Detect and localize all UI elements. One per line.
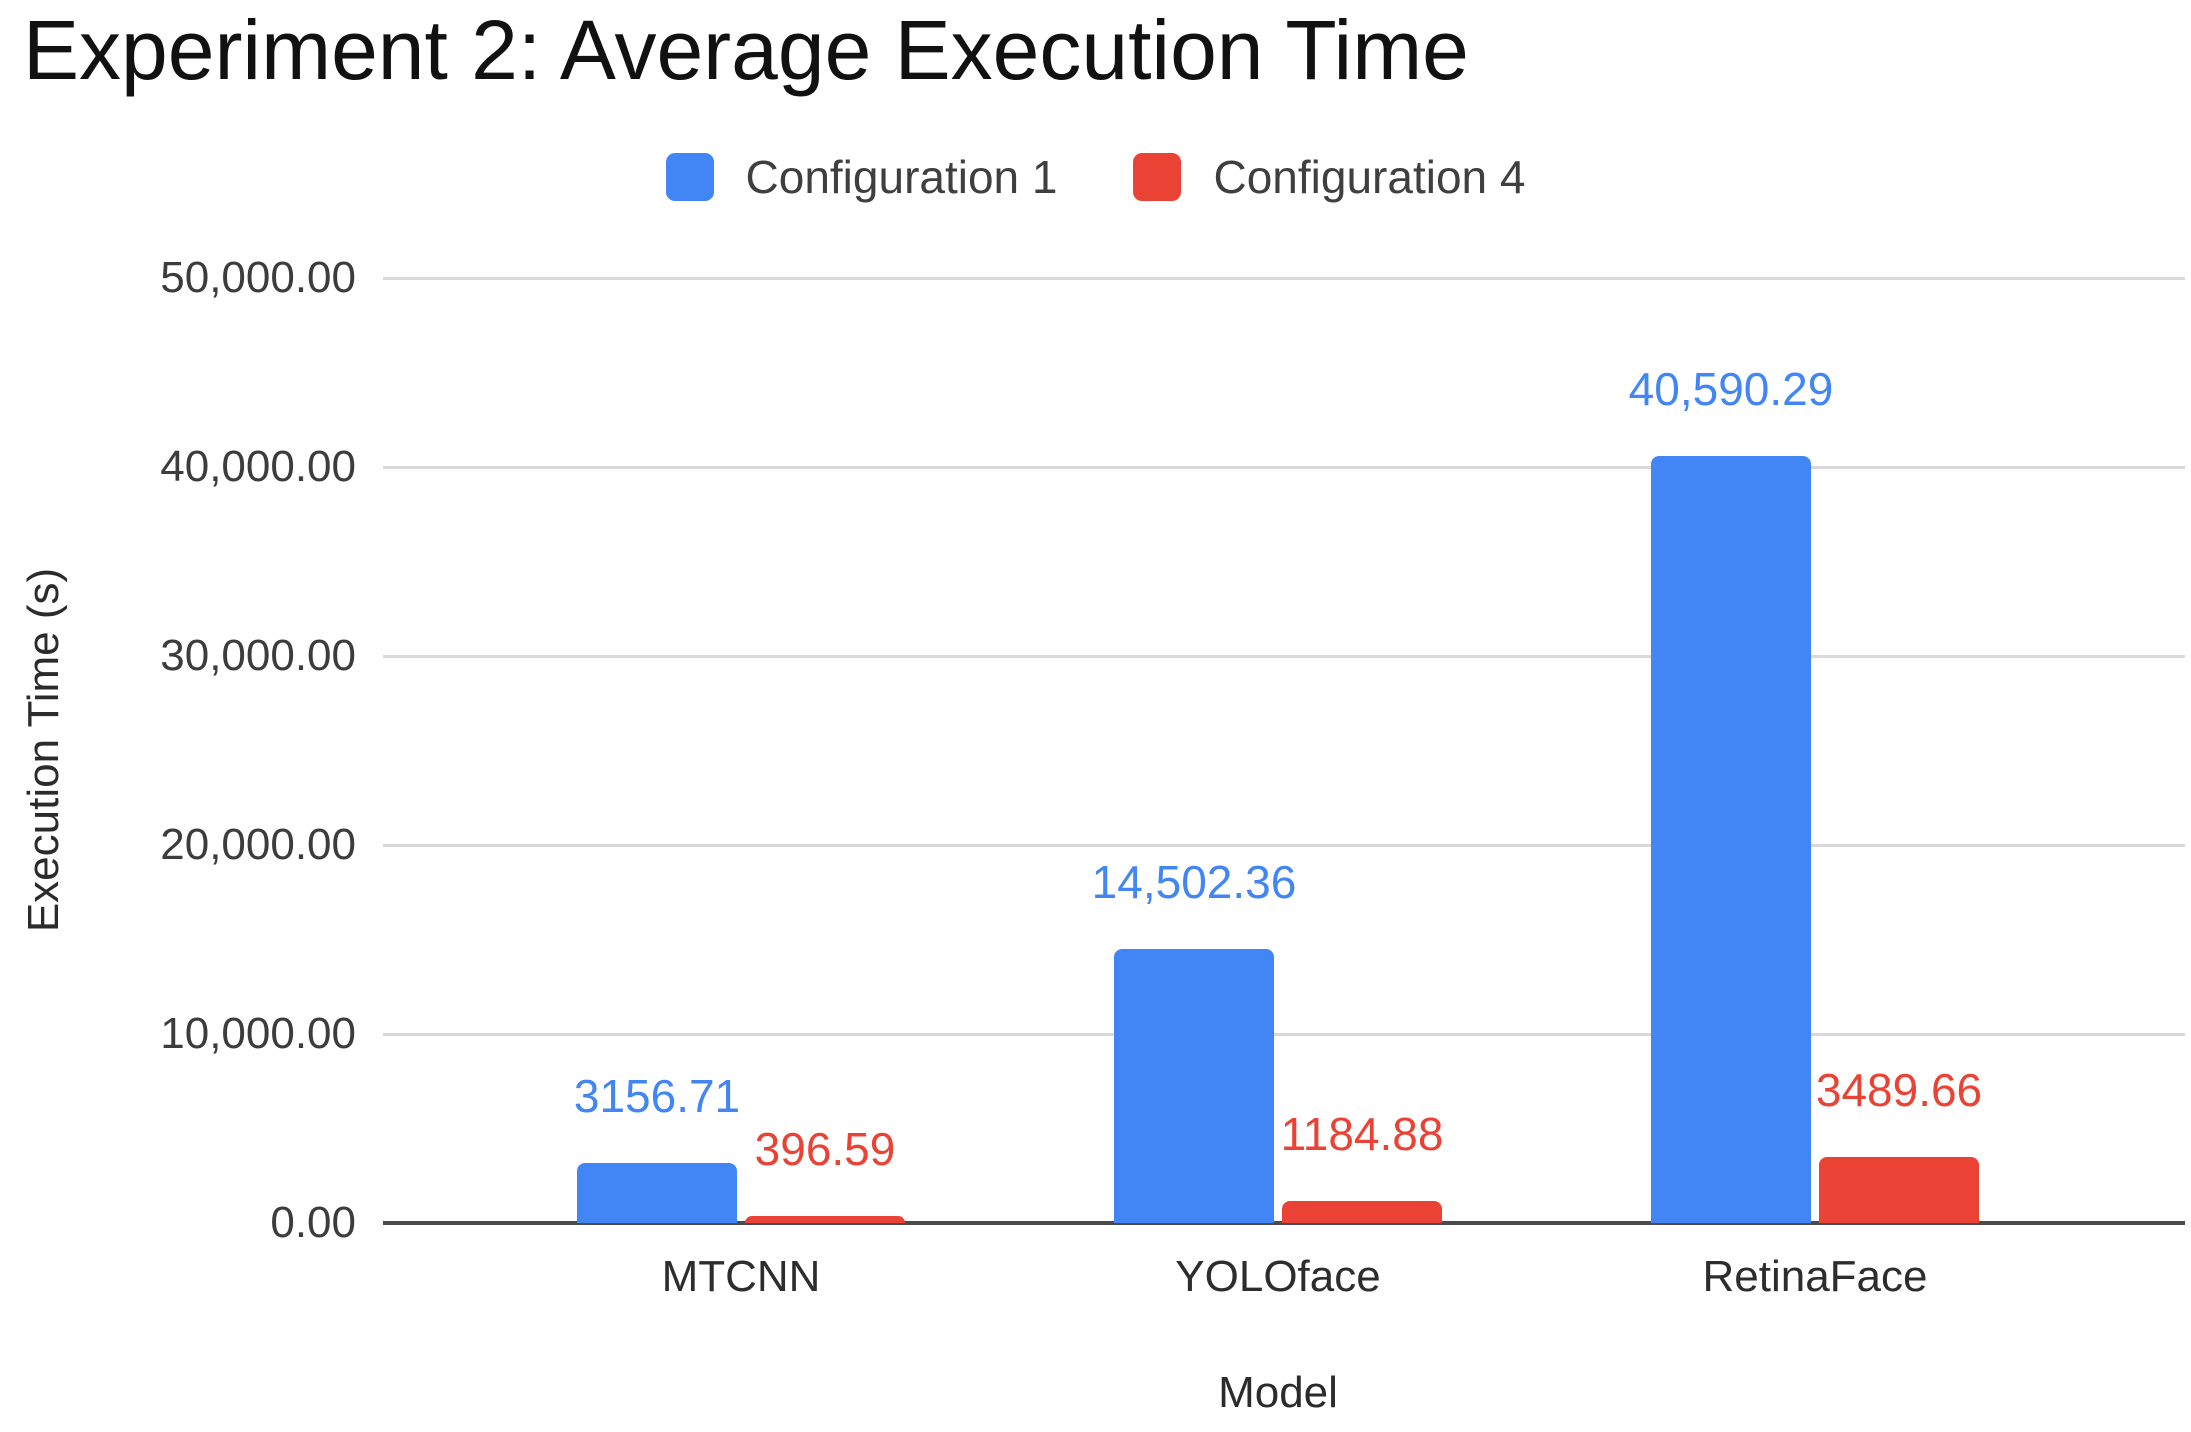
legend-item-configuration-1: Configuration 1: [665, 150, 1058, 204]
legend-swatch-icon: [665, 153, 714, 201]
bar-configuration-4-retinaface: [1819, 1157, 1979, 1223]
gridline: [383, 276, 2185, 280]
chart-legend: Configuration 1 Configuration 4: [665, 150, 1526, 204]
y-tick-label: 10,000.00: [160, 1009, 356, 1058]
y-axis-title: Execution Time (s): [19, 567, 68, 933]
x-tick-label-yoloface: YOLOface: [1175, 1252, 1381, 1301]
chart-title: Experiment 2: Average Execution Time: [23, 3, 1469, 97]
bar-configuration-1-retinaface: [1651, 455, 1811, 1223]
legend-item-configuration-4: Configuration 4: [1133, 150, 1526, 204]
y-tick-label: 40,000.00: [160, 442, 356, 491]
y-tick-label: 0.00: [270, 1198, 356, 1247]
legend-item-label: Configuration 1: [745, 151, 1058, 203]
bar-value-label-configuration-4-yoloface: 1184.88: [1280, 1107, 1444, 1160]
legend-swatch-icon: [1133, 153, 1182, 201]
y-tick-label: 30,000.00: [160, 631, 356, 680]
x-axis-title: Model: [1218, 1368, 1338, 1417]
gridline: [383, 1032, 2185, 1036]
gridline: [383, 843, 2185, 847]
gridline: [383, 654, 2185, 658]
bar-configuration-4-yoloface: [1282, 1200, 1442, 1223]
legend-item-label: Configuration 4: [1213, 151, 1526, 203]
x-tick-label-retinaface: RetinaFace: [1702, 1252, 1928, 1301]
gridline: [383, 465, 2185, 469]
bar-value-label-configuration-1-retinaface: 40,590.29: [1628, 362, 1834, 415]
bar-configuration-1-mtcnn: [577, 1163, 737, 1223]
x-tick-label-mtcnn: MTCNN: [661, 1252, 821, 1301]
bar-configuration-1-yoloface: [1114, 948, 1274, 1223]
y-tick-label: 50,000.00: [160, 253, 356, 302]
bar-value-label-configuration-4-retinaface: 3489.66: [1815, 1064, 1983, 1117]
bar-configuration-4-mtcnn: [745, 1215, 905, 1223]
bar-value-label-configuration-1-mtcnn: 3156.71: [573, 1070, 741, 1123]
bar-value-label-configuration-1-yoloface: 14,502.36: [1091, 855, 1297, 908]
x-axis-line: [383, 1221, 2185, 1225]
bar-value-label-configuration-4-mtcnn: 396.59: [754, 1122, 896, 1175]
y-tick-label: 20,000.00: [160, 820, 356, 869]
